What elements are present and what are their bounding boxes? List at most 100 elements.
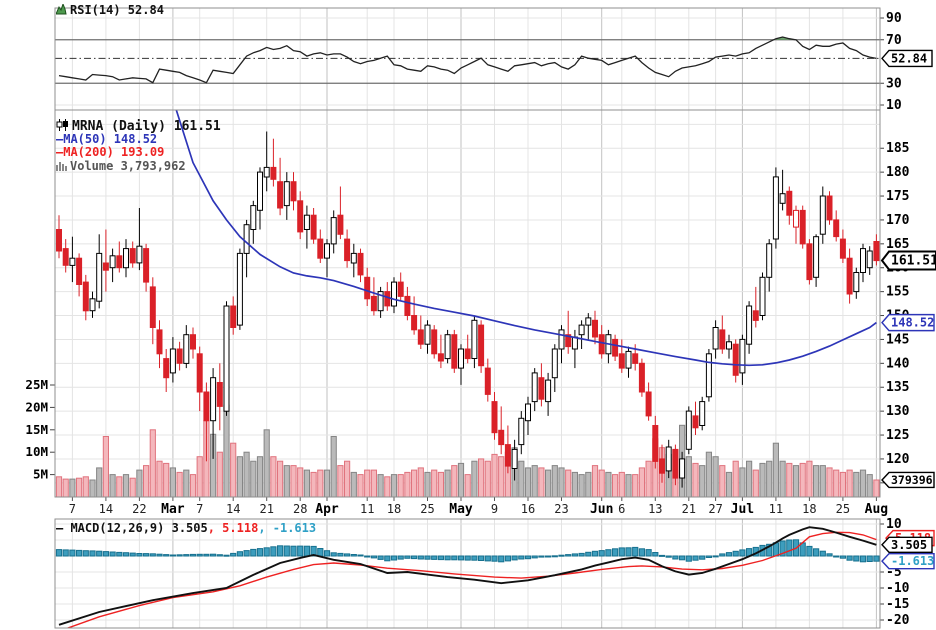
volume-bar xyxy=(136,469,143,497)
volume-bar xyxy=(591,465,599,497)
macd-legend: — MACD(12,26,9) 3.505, 5.118, -1.613 xyxy=(56,522,316,535)
histogram-bar xyxy=(732,550,739,557)
histogram-bar xyxy=(323,550,331,557)
histogram-bar xyxy=(538,555,545,558)
histogram-bar xyxy=(183,554,190,557)
macd-value-callout: 3.505 xyxy=(881,536,933,553)
histogram-bar xyxy=(712,555,719,558)
volume-bar xyxy=(62,478,69,497)
candlestick-icon xyxy=(56,119,69,134)
histogram-bar xyxy=(297,545,304,557)
volume-bar xyxy=(297,467,304,497)
candle xyxy=(411,315,418,331)
volume-bar xyxy=(149,429,156,497)
volume-bar xyxy=(270,456,277,497)
candle xyxy=(464,348,471,360)
candle xyxy=(169,348,176,374)
volume-bar xyxy=(839,471,846,497)
candle xyxy=(498,429,505,446)
candle xyxy=(263,166,270,178)
histogram-bar xyxy=(69,549,76,557)
candle xyxy=(76,257,83,286)
histogram-bar xyxy=(638,548,645,557)
candle xyxy=(672,448,679,479)
histogram-bar xyxy=(618,547,625,557)
volume-bar xyxy=(370,469,377,497)
histogram-bar xyxy=(551,555,558,558)
candle xyxy=(417,329,424,345)
volume-bar xyxy=(82,476,89,497)
volume-bar xyxy=(531,465,538,497)
histogram-bar xyxy=(263,547,270,557)
candle xyxy=(176,348,183,364)
histogram-bar xyxy=(377,555,384,560)
histogram-bar xyxy=(806,545,813,557)
volume-bar xyxy=(685,456,692,497)
candle xyxy=(860,248,866,274)
volume-bar xyxy=(216,451,223,497)
candle xyxy=(739,338,746,374)
histogram-bar xyxy=(236,551,244,557)
candle xyxy=(719,329,726,350)
candle xyxy=(625,350,632,369)
volume-bar xyxy=(330,436,337,497)
candle xyxy=(236,252,243,326)
histogram-bar xyxy=(786,539,793,557)
candle xyxy=(478,324,485,367)
candle xyxy=(458,348,464,369)
histogram-bar xyxy=(464,555,471,561)
rsi-axis-tick: 90 xyxy=(886,11,902,26)
price-axis-tick: 125 xyxy=(886,428,909,443)
candle xyxy=(424,324,431,345)
histogram-bar xyxy=(370,555,377,559)
candle xyxy=(565,334,572,348)
histogram-bar xyxy=(719,553,726,557)
macd-axis-tick: -15 xyxy=(886,597,909,612)
histogram-bar xyxy=(591,550,599,557)
histogram-bar xyxy=(55,549,63,557)
histogram-bar xyxy=(558,554,565,557)
date-label: 9 xyxy=(491,502,498,516)
candle xyxy=(853,272,860,293)
candle xyxy=(377,291,384,312)
volume-bar xyxy=(417,467,424,497)
histogram-bar xyxy=(457,555,465,561)
histogram-bar xyxy=(364,555,371,558)
date-label: Jul xyxy=(731,502,754,517)
volume-bar xyxy=(317,469,324,497)
candle xyxy=(551,348,558,379)
volume-bars xyxy=(55,404,880,497)
candle xyxy=(397,281,404,297)
volume-bar xyxy=(605,471,612,497)
candle xyxy=(210,377,217,422)
histogram-bar xyxy=(163,554,170,557)
volume-bar xyxy=(76,477,83,497)
symbol-label: MRNA (Daily) 161.51 xyxy=(72,119,221,134)
histogram-bar xyxy=(625,547,632,557)
volume-bar xyxy=(806,460,813,497)
candle xyxy=(699,401,706,427)
hist-value-label: , -1.613 xyxy=(258,521,317,535)
candle xyxy=(310,214,317,240)
candle xyxy=(391,281,397,307)
volume-bar xyxy=(792,465,800,497)
histogram-bar xyxy=(417,555,424,560)
candle xyxy=(538,377,545,400)
candle xyxy=(571,336,578,350)
price-axis-tick: 120 xyxy=(886,452,910,467)
candle xyxy=(612,338,619,357)
histogram-bar xyxy=(819,550,826,557)
candle xyxy=(511,448,518,469)
volume-bar xyxy=(746,460,753,497)
candle xyxy=(806,243,813,281)
volume-bar xyxy=(598,469,605,497)
volume-bar xyxy=(859,469,867,497)
histogram-bar xyxy=(437,555,444,561)
candle xyxy=(558,329,565,350)
candles xyxy=(56,131,880,488)
price-panel-border xyxy=(54,109,881,498)
volume-bar xyxy=(699,465,706,497)
volume-bar xyxy=(364,469,371,497)
volume-bar xyxy=(853,471,860,497)
